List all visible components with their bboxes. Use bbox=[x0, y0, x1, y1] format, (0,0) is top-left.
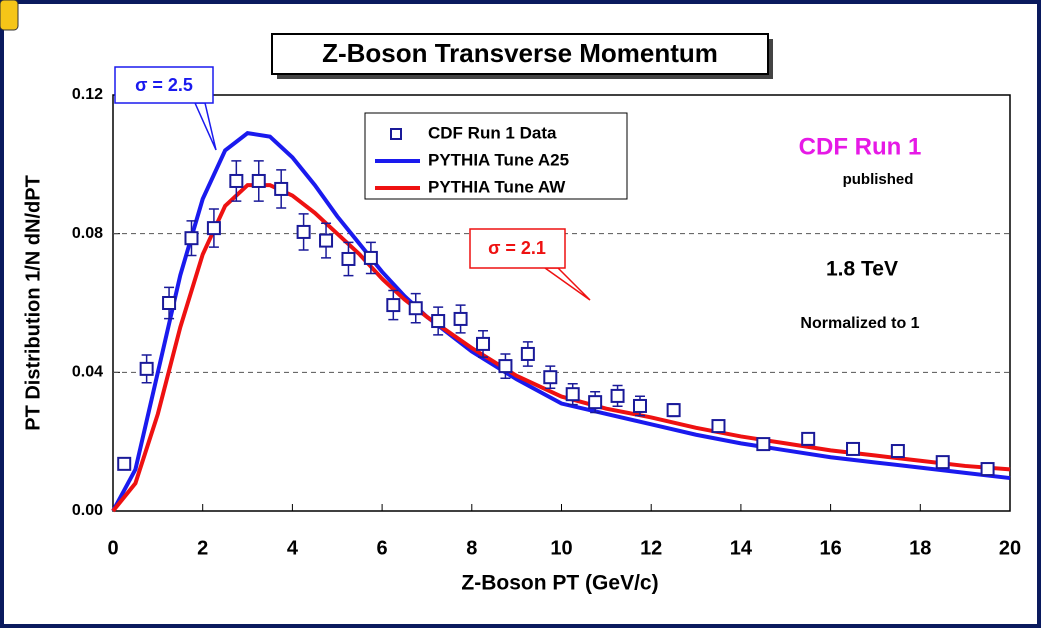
y-tick-label: 0.04 bbox=[72, 364, 103, 381]
callout-box bbox=[469, 228, 566, 269]
data-point bbox=[296, 224, 311, 239]
y-axis-label: PT Distribution 1/N dN/dPT bbox=[22, 175, 44, 431]
x-tick-label: 4 bbox=[287, 537, 299, 559]
callout-box bbox=[114, 66, 214, 104]
legend-label: CDF Run 1 Data bbox=[428, 123, 557, 142]
data-point bbox=[319, 233, 334, 248]
x-tick-label: 6 bbox=[377, 537, 388, 559]
y-tick-label: 0.00 bbox=[72, 502, 103, 519]
x-tick-label: 16 bbox=[819, 537, 841, 559]
data-point bbox=[206, 221, 221, 236]
data-point bbox=[408, 301, 423, 316]
data-point bbox=[610, 388, 625, 403]
y-tick-label: 0.12 bbox=[72, 86, 103, 103]
data-point bbox=[801, 431, 816, 446]
annotation: published bbox=[843, 171, 914, 188]
data-point bbox=[274, 181, 289, 196]
annotation: σ = 2.1 bbox=[488, 238, 546, 258]
x-tick-label: 18 bbox=[909, 537, 931, 559]
title-box bbox=[271, 33, 769, 75]
data-point bbox=[162, 296, 177, 310]
data-point bbox=[980, 462, 995, 477]
corner-tab bbox=[0, 0, 19, 31]
data-point bbox=[139, 361, 154, 376]
y-tick-label: 0.08 bbox=[72, 225, 103, 242]
data-point bbox=[341, 251, 356, 266]
data-point bbox=[498, 359, 513, 374]
chart-title: Z-Boson Transverse Momentum bbox=[322, 38, 718, 68]
x-axis-label: Z-Boson PT (GeV/c) bbox=[461, 572, 658, 595]
data-point bbox=[520, 346, 535, 361]
data-point bbox=[756, 437, 771, 452]
x-tick-label: 10 bbox=[550, 537, 572, 559]
x-tick-label: 8 bbox=[466, 537, 477, 559]
data-point bbox=[386, 298, 401, 313]
legend-label: PYTHIA Tune AW bbox=[428, 177, 566, 196]
data-point bbox=[588, 395, 603, 410]
data-point bbox=[363, 250, 378, 265]
legend-marker bbox=[390, 128, 402, 140]
x-tick-label: 2 bbox=[197, 537, 208, 559]
annotation: Normalized to 1 bbox=[800, 315, 919, 332]
data-point bbox=[476, 336, 491, 351]
annotation: σ = 2.5 bbox=[135, 75, 193, 95]
annotation: 1.8 TeV bbox=[826, 258, 898, 281]
data-point bbox=[117, 456, 132, 471]
data-point bbox=[565, 387, 580, 402]
x-tick-label: 12 bbox=[640, 537, 662, 559]
data-point bbox=[453, 311, 468, 326]
data-point bbox=[229, 173, 244, 188]
legend bbox=[364, 112, 628, 200]
data-point bbox=[711, 419, 726, 434]
x-tick-label: 20 bbox=[999, 537, 1021, 559]
data-point bbox=[846, 441, 861, 456]
data-point bbox=[184, 231, 199, 246]
data-point bbox=[632, 398, 647, 413]
data-point bbox=[431, 314, 446, 329]
x-tick-label: 0 bbox=[107, 537, 118, 559]
data-point bbox=[890, 444, 905, 459]
data-point bbox=[935, 455, 950, 470]
data-point bbox=[543, 370, 558, 385]
x-tick-label: 14 bbox=[730, 537, 753, 559]
legend-label: PYTHIA Tune A25 bbox=[428, 150, 569, 169]
annotation: CDF Run 1 bbox=[799, 133, 922, 160]
data-point bbox=[251, 173, 266, 188]
data-point bbox=[666, 403, 681, 418]
